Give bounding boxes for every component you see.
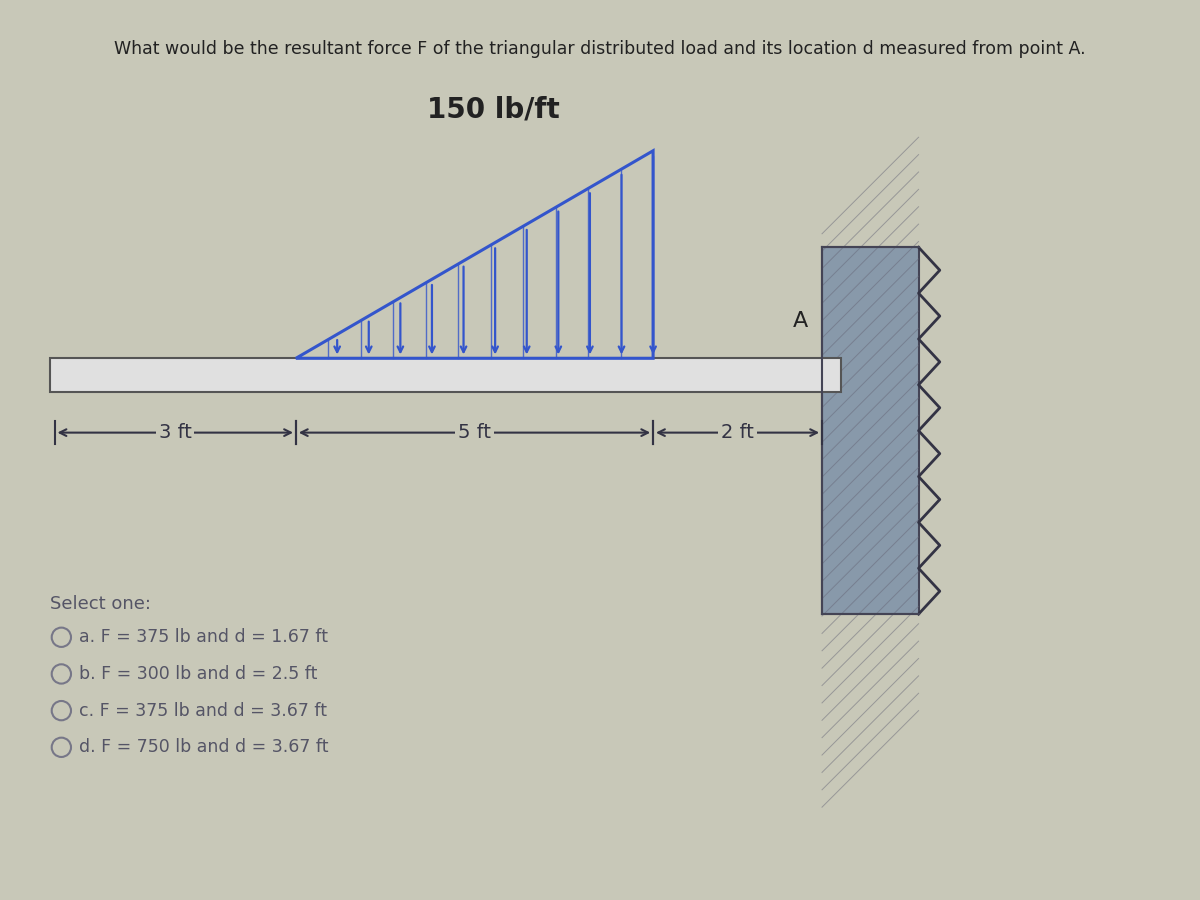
Bar — [49, 358, 841, 392]
Text: 150 lb/ft: 150 lb/ft — [427, 95, 560, 123]
Text: c. F = 375 lb and d = 3.67 ft: c. F = 375 lb and d = 3.67 ft — [79, 702, 326, 720]
Text: d. F = 750 lb and d = 3.67 ft: d. F = 750 lb and d = 3.67 ft — [79, 738, 329, 756]
Bar — [822, 248, 918, 614]
Text: 5 ft: 5 ft — [458, 423, 491, 442]
Text: 3 ft: 3 ft — [158, 423, 192, 442]
Text: 2 ft: 2 ft — [721, 423, 754, 442]
Text: b. F = 300 lb and d = 2.5 ft: b. F = 300 lb and d = 2.5 ft — [79, 665, 317, 683]
Text: a. F = 375 lb and d = 1.67 ft: a. F = 375 lb and d = 1.67 ft — [79, 628, 328, 646]
Text: Select one:: Select one: — [49, 595, 151, 613]
Text: A: A — [793, 311, 809, 331]
Text: What would be the resultant force F of the triangular distributed load and its l: What would be the resultant force F of t… — [114, 40, 1086, 58]
